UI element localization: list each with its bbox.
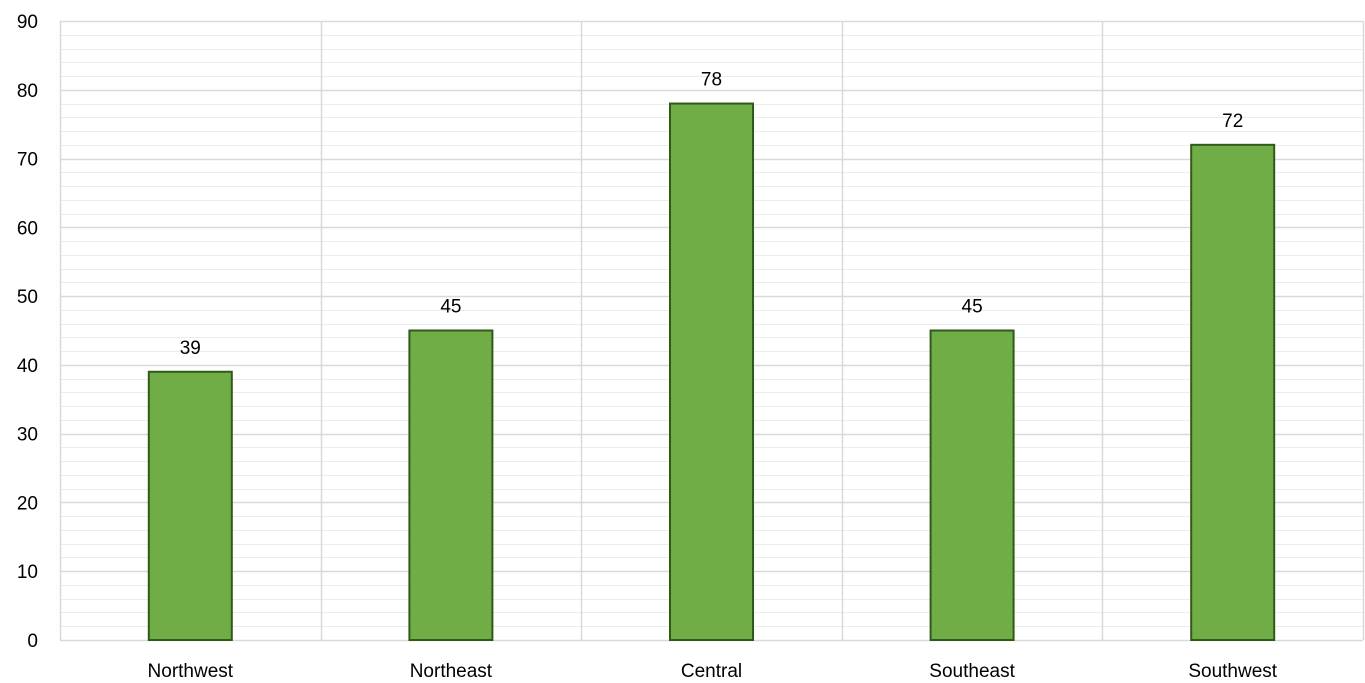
x-tick-label: Northeast	[410, 661, 493, 682]
bars-layer	[147, 102, 1276, 642]
labels-layer: 0 10 20 30 40 50 60 70 80 90 39 Northwest 45 Northeas…	[17, 12, 1278, 682]
y-tick-label: 10	[17, 562, 38, 583]
y-tick-label: 20	[17, 493, 38, 514]
data-label: 45	[962, 297, 983, 318]
y-tick-label: 30	[17, 425, 38, 446]
x-tick-label: Southeast	[929, 661, 1015, 682]
bar	[669, 102, 754, 642]
x-tick-label: Southwest	[1188, 661, 1277, 682]
y-tick-label: 90	[17, 12, 38, 33]
y-tick-label: 50	[17, 287, 38, 308]
bar	[929, 329, 1015, 641]
bar	[147, 370, 233, 641]
data-label: 45	[440, 297, 461, 318]
bar	[1190, 143, 1276, 642]
bar	[408, 329, 494, 641]
y-tick-label: 60	[17, 218, 38, 239]
x-tick-label: Northwest	[148, 661, 234, 682]
x-tick-label: Central	[681, 661, 742, 682]
y-tick-label: 70	[17, 150, 38, 171]
y-tick-label: 40	[17, 356, 38, 377]
data-label: 39	[180, 338, 201, 359]
y-tick-label: 80	[17, 81, 38, 102]
data-label: 78	[701, 70, 722, 91]
data-label: 72	[1222, 111, 1243, 132]
y-tick-label: 0	[27, 631, 38, 652]
